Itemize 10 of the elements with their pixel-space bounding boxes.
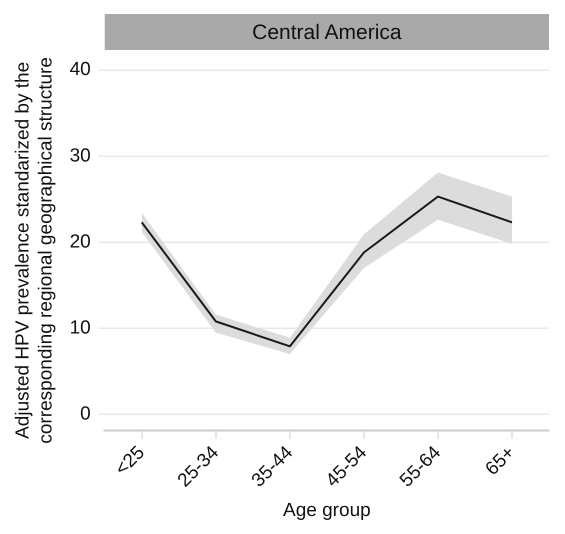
chart-title: Central America: [252, 20, 402, 44]
y-tick-label: 30: [70, 145, 91, 166]
y-tick-label: 20: [70, 231, 91, 252]
x-tick-label: 65+: [482, 442, 520, 480]
y-tick-label: 40: [70, 59, 91, 80]
x-tick-label: <25: [111, 442, 149, 480]
y-tick-label: 10: [70, 318, 91, 339]
y-axis-title: Adjusted HPV prevalence standarized by the corresponding regional geographical structure: [12, 57, 56, 444]
x-axis-title: Age group: [283, 500, 371, 521]
y-tick-label: 0: [80, 404, 91, 425]
